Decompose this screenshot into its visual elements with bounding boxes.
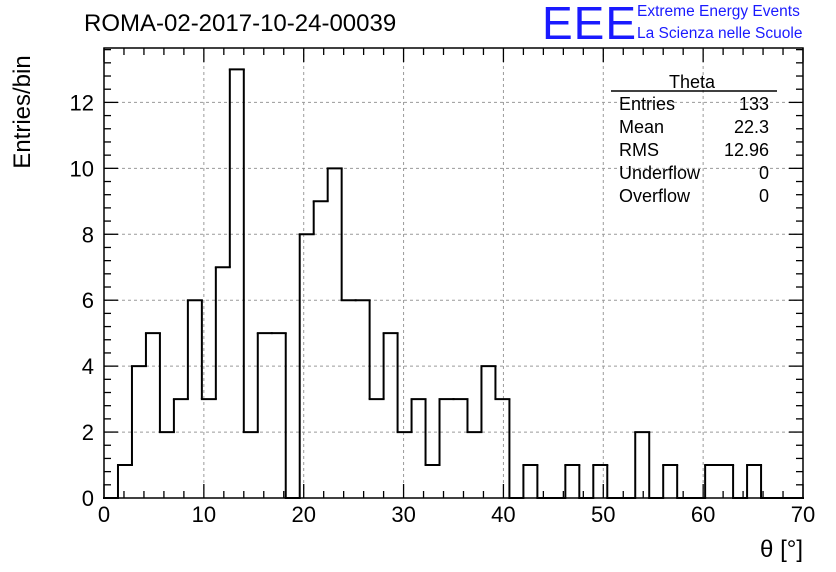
axis-titles: θ [°] Entries/bin	[9, 55, 803, 563]
stats-label-overflow: Overflow	[619, 186, 691, 206]
x-tick-label: 50	[591, 502, 615, 527]
histogram-bars	[103, 68, 804, 499]
y-tick-label: 2	[82, 420, 94, 445]
eee-logo-line1: Extreme Energy Events	[637, 3, 800, 20]
x-tick-label: 70	[791, 502, 815, 527]
x-tick-label: 60	[691, 502, 715, 527]
stats-value-mean: 22.3	[734, 117, 769, 137]
y-axis-label: Entries/bin	[9, 55, 36, 168]
y-tick-label: 6	[82, 288, 94, 313]
stats-box: Theta Entries 133 Mean 22.3 RMS 12.96 Un…	[611, 72, 777, 206]
y-tick-label: 8	[82, 222, 94, 247]
stats-label-mean: Mean	[619, 117, 664, 137]
stats-value-underflow: 0	[759, 163, 769, 183]
y-tick-label: 12	[70, 90, 94, 115]
x-axis-label: θ [°]	[760, 536, 803, 563]
stats-title: Theta	[669, 72, 716, 92]
x-tick-label: 30	[391, 502, 415, 527]
x-tick-label: 40	[491, 502, 515, 527]
eee-logo: EEE	[542, 0, 638, 49]
stats-value-rms: 12.96	[724, 140, 769, 160]
plot-frame	[103, 47, 804, 499]
stats-label-entries: Entries	[619, 94, 675, 114]
axis-ticks	[103, 48, 804, 499]
stats-value-overflow: 0	[759, 186, 769, 206]
eee-logo-line2: La Scienza nelle Scuole	[637, 25, 803, 42]
grid-lines	[104, 48, 803, 498]
run-title: ROMA-02-2017-10-24-00039	[84, 10, 397, 37]
stats-value-entries: 133	[739, 94, 769, 114]
stats-label-underflow: Underflow	[619, 163, 701, 183]
x-tick-label: 10	[192, 502, 216, 527]
y-tick-label: 0	[82, 486, 94, 511]
stats-label-rms: RMS	[619, 140, 659, 160]
y-tick-label: 4	[82, 354, 94, 379]
x-tick-label: 20	[291, 502, 315, 527]
y-tick-label: 10	[70, 156, 94, 181]
x-tick-label: 0	[98, 502, 110, 527]
plot-area-border	[103, 47, 804, 499]
tick-labels: 0 10 20 30 40 50 60 70 0 2 4 6 8 10 12	[70, 90, 816, 527]
